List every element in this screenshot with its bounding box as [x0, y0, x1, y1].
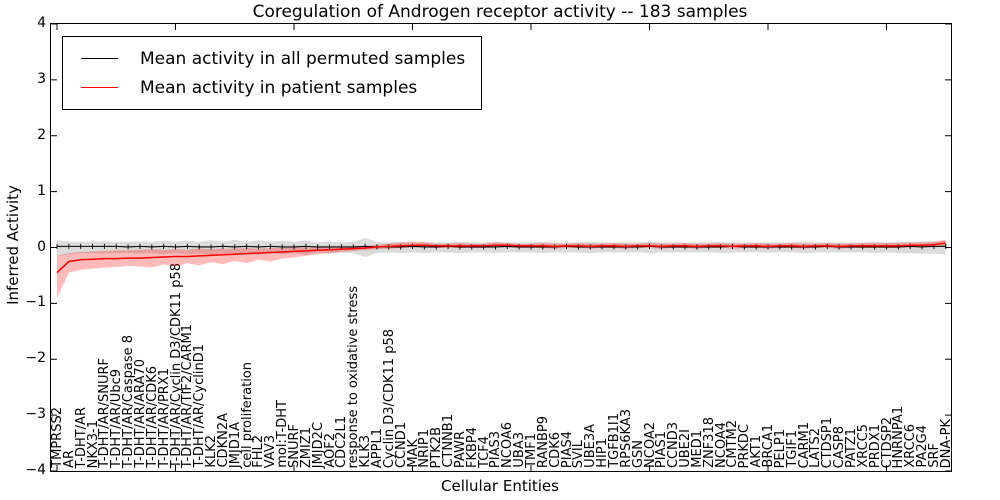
patient-confidence-band	[57, 239, 946, 298]
y-tick-label: 1	[37, 182, 46, 199]
y-tick-label: 3	[37, 70, 46, 87]
permuted-mean-line	[57, 245, 946, 248]
legend-label-patient: Mean activity in patient samples	[140, 77, 418, 98]
y-tick-label: 2	[37, 126, 46, 143]
y-tick-label: 0	[37, 238, 46, 255]
chart-title: Coregulation of Androgen receptor activi…	[252, 2, 748, 22]
y-tick-label: −4	[25, 462, 46, 478]
y-tick-label: −2	[25, 350, 46, 367]
y-tick-label: −3	[25, 406, 46, 423]
patient-mean-line	[56, 242, 946, 274]
y-tick-label: 4	[37, 15, 46, 31]
y-tick-label: −1	[25, 294, 46, 311]
legend-item-permuted: Mean activity in all permuted samples	[73, 44, 465, 73]
x-axis-label: Cellular Entities	[441, 477, 559, 495]
plot-area	[50, 23, 952, 472]
chart-canvas	[51, 24, 951, 471]
legend-label-permuted: Mean activity in all permuted samples	[140, 48, 466, 69]
permuted-line-sample-icon	[81, 58, 118, 59]
patient-line-sample-icon	[81, 87, 118, 88]
legend-item-patient: Mean activity in patient samples	[73, 73, 465, 102]
legend: Mean activity in all permuted samples Me…	[62, 36, 483, 110]
